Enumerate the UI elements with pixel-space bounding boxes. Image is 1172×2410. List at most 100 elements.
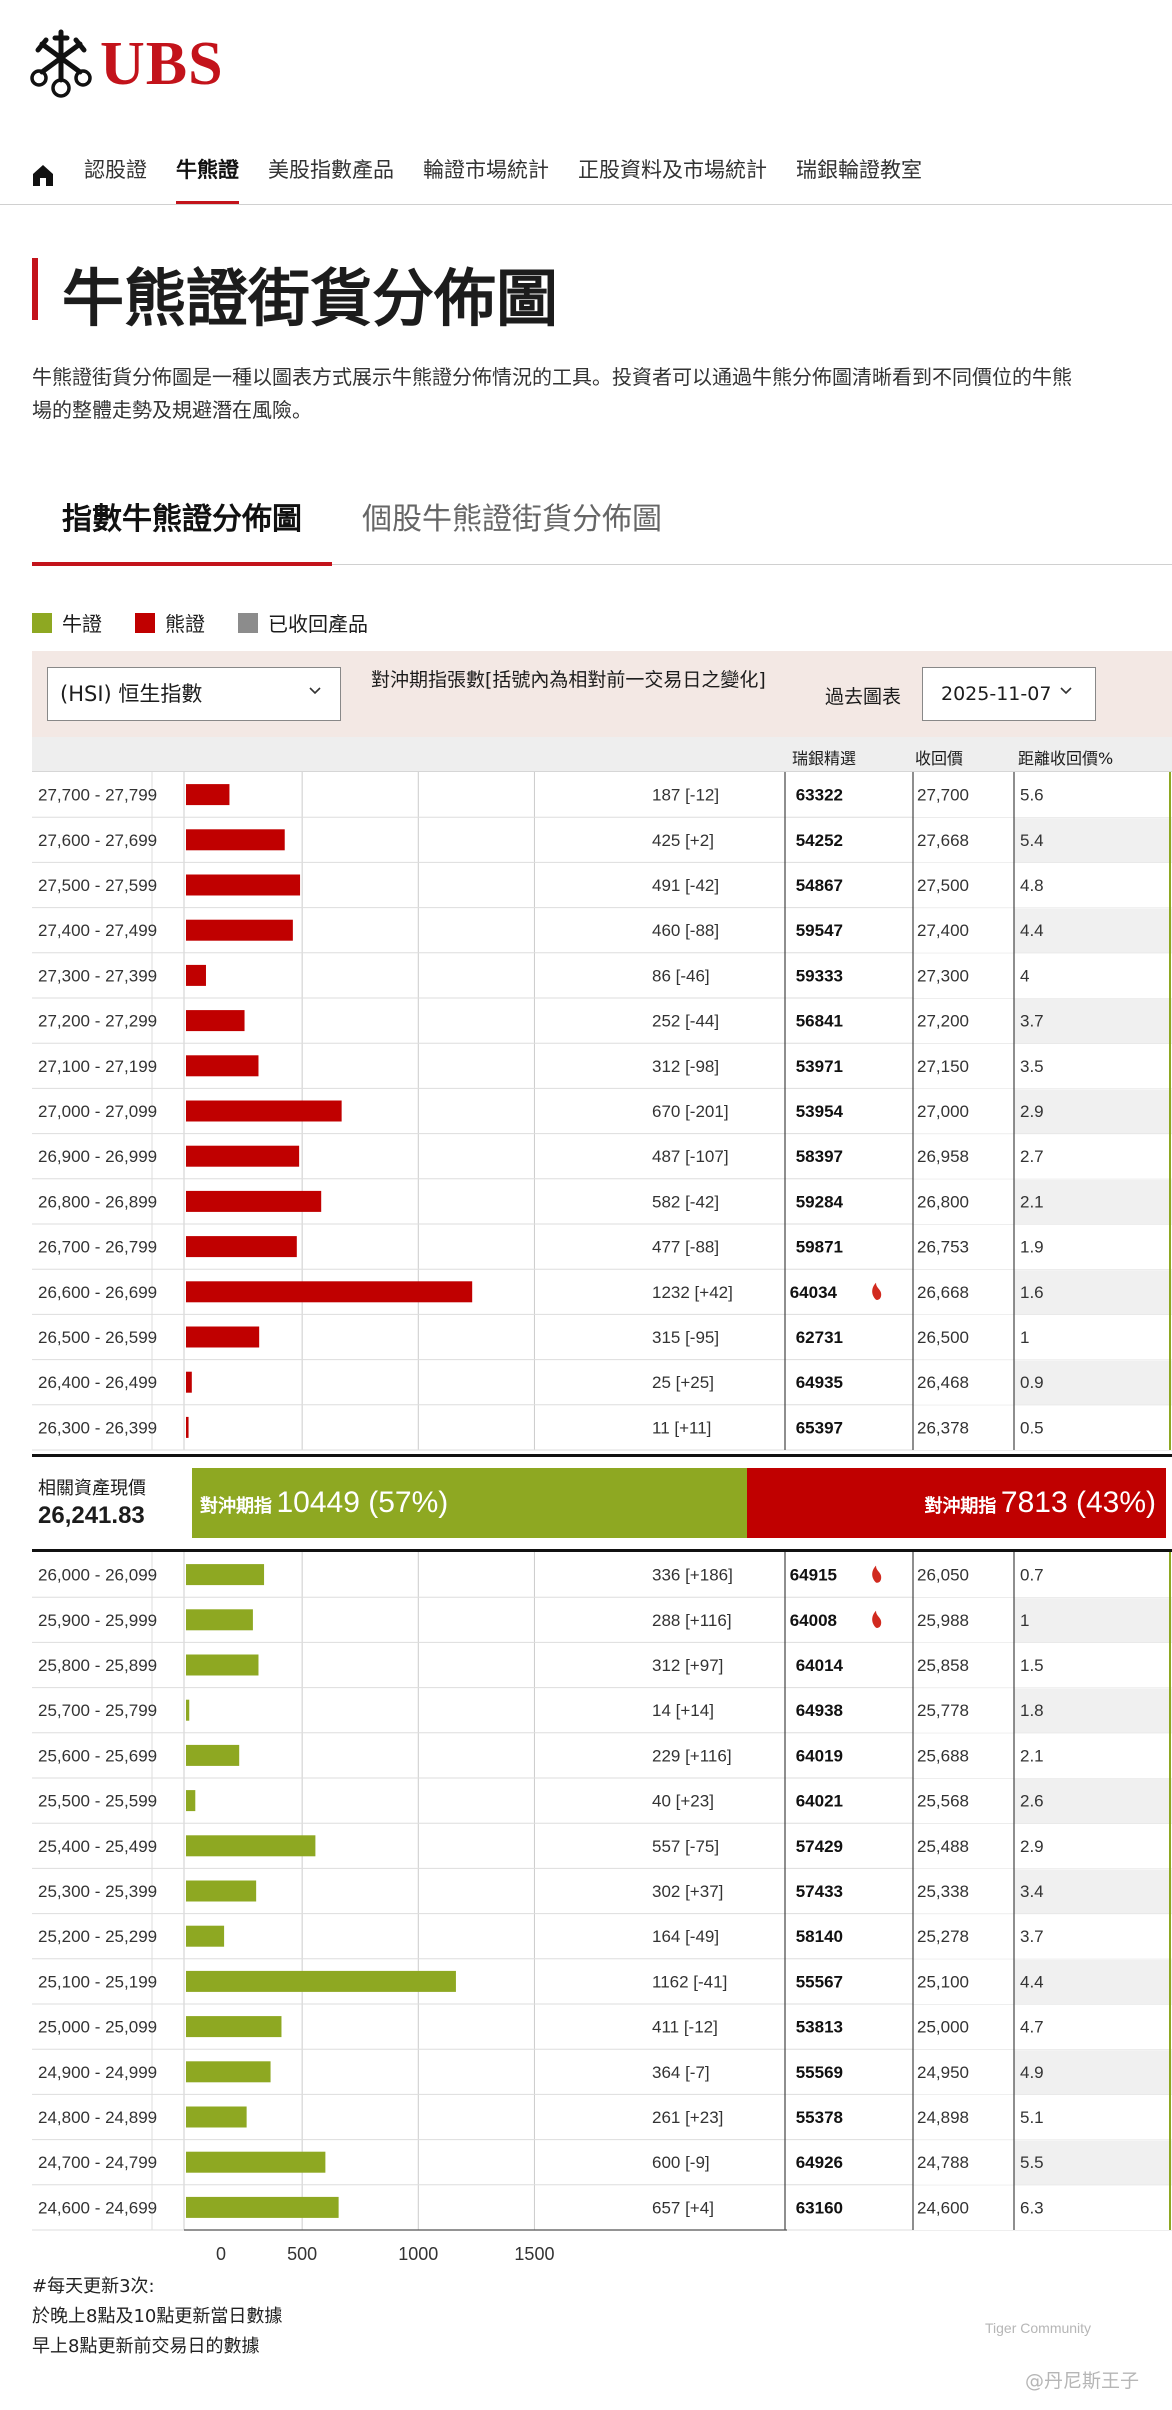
date-select[interactable]: 2025-11-07 bbox=[922, 667, 1096, 721]
bull-value-label: 261 [+23] bbox=[652, 2108, 723, 2127]
nav-item-warrants[interactable]: 認股證 bbox=[84, 158, 147, 182]
tab-index-cbbc[interactable]: 指數牛熊證分佈圖 bbox=[32, 490, 332, 566]
bear-call-price: 26,958 bbox=[917, 1147, 969, 1166]
bull-dist-cell bbox=[1014, 1914, 1172, 1959]
bull-swatch bbox=[32, 612, 52, 633]
bear-call-price: 26,468 bbox=[917, 1373, 969, 1392]
bear-distance: 3.7 bbox=[1020, 1012, 1044, 1031]
bear-bar bbox=[186, 919, 293, 941]
bull-code: 64926 bbox=[796, 2153, 843, 2172]
bull-hedge-value: 10449 (57%) bbox=[276, 1486, 449, 1519]
bull-call-cell bbox=[913, 1688, 1014, 1733]
bear-code: 59333 bbox=[796, 966, 843, 985]
bull-call-price: 24,600 bbox=[917, 2198, 969, 2217]
bull-call-price: 24,898 bbox=[917, 2108, 969, 2127]
bull-bar bbox=[186, 2196, 339, 2218]
bull-bar bbox=[186, 1880, 257, 1902]
bull-range-label: 24,700 - 24,799 bbox=[38, 2153, 157, 2172]
x-tick-label: 0 bbox=[216, 2244, 226, 2264]
legend-bear-label: 熊證 bbox=[165, 612, 205, 636]
bear-call-cell bbox=[913, 818, 1014, 863]
bull-call-cell bbox=[913, 2050, 1014, 2095]
bear-bar bbox=[186, 1010, 245, 1032]
col-call-header: 收回價 bbox=[915, 749, 964, 768]
bull-dist-cell bbox=[1014, 1733, 1172, 1778]
bull-value-label: 336 [+186] bbox=[652, 1566, 733, 1585]
bear-value-label: 187 [-12] bbox=[652, 786, 719, 805]
bear-call-cell bbox=[913, 999, 1014, 1044]
main-nav: 認股證 牛熊證 美股指數產品 輪證市場統計 正股資料及市場統計 瑞銀輪證教室 bbox=[30, 145, 951, 205]
bull-dist-cell bbox=[1014, 1824, 1172, 1869]
underlying-select[interactable]: (HSI) 恒生指數 bbox=[47, 667, 341, 721]
bear-bar bbox=[186, 1100, 342, 1122]
bull-code: 55378 bbox=[796, 2108, 843, 2127]
bull-bar bbox=[186, 1925, 225, 1947]
fire-icon bbox=[872, 1565, 882, 1583]
nav-item-us-index[interactable]: 美股指數產品 bbox=[268, 158, 394, 182]
hedge-label: 對沖期指張數[括號內為相對前一交易日之變化] bbox=[371, 669, 766, 691]
bull-code: 64014 bbox=[796, 1656, 844, 1675]
bear-bar bbox=[186, 1190, 322, 1212]
bear-call-cell bbox=[913, 1270, 1014, 1315]
past-chart-label: 過去圖表 bbox=[825, 686, 902, 708]
note-line: #每天更新3次: bbox=[32, 2276, 155, 2297]
bear-bar bbox=[186, 1416, 189, 1438]
bull-value-label: 411 [-12] bbox=[652, 2018, 718, 2037]
bull-code: 64915 bbox=[790, 1566, 837, 1585]
bear-call-price: 27,500 bbox=[917, 876, 969, 895]
nav-item-cbbc[interactable]: 牛熊證 bbox=[176, 145, 239, 205]
bull-code: 64019 bbox=[796, 1746, 843, 1765]
nav-item-market-stats[interactable]: 輪證市場統計 bbox=[423, 158, 549, 182]
bear-distance: 5.4 bbox=[1020, 831, 1044, 850]
nav-item-stock-data[interactable]: 正股資料及市場統計 bbox=[578, 158, 767, 182]
bear-dist-cell bbox=[1014, 863, 1172, 908]
bull-call-price: 25,688 bbox=[917, 1746, 969, 1765]
bull-range-label: 25,000 - 25,099 bbox=[38, 2018, 157, 2037]
bear-value-label: 582 [-42] bbox=[652, 1192, 719, 1211]
ubs-logo[interactable]: UBS bbox=[30, 28, 224, 100]
underlying-value: (HSI) 恒生指數 bbox=[60, 682, 203, 706]
bull-value-label: 164 [-49] bbox=[652, 1927, 719, 1946]
legend-bull-label: 牛證 bbox=[62, 612, 102, 636]
bear-range-label: 27,700 - 27,799 bbox=[38, 786, 157, 805]
bull-bar bbox=[186, 1744, 240, 1766]
bear-range-label: 27,500 - 27,599 bbox=[38, 876, 157, 895]
bear-bar bbox=[186, 1145, 300, 1167]
bear-value-label: 425 [+2] bbox=[652, 831, 714, 850]
bull-call-price: 25,488 bbox=[917, 1837, 969, 1856]
chevron-down-icon bbox=[309, 687, 321, 695]
bear-hedge-prefix: 對沖期指 bbox=[924, 1496, 997, 1517]
chart-tabs: 指數牛熊證分佈圖 個股牛熊證街貨分佈圖 bbox=[32, 490, 1172, 566]
bull-value-label: 229 [+116] bbox=[652, 1746, 732, 1765]
bull-bar bbox=[186, 1609, 253, 1631]
bear-call-price: 27,700 bbox=[917, 786, 969, 805]
bull-code: 64008 bbox=[790, 1611, 837, 1630]
bear-code: 63322 bbox=[796, 786, 843, 805]
bear-distance: 2.7 bbox=[1020, 1147, 1044, 1166]
bull-value-label: 364 [-7] bbox=[652, 2063, 710, 2082]
bull-dist-cell bbox=[1014, 1643, 1172, 1688]
bear-code: 58397 bbox=[796, 1147, 843, 1166]
bull-code: 63160 bbox=[796, 2198, 843, 2217]
bull-distance: 3.4 bbox=[1020, 1882, 1044, 1901]
bear-range-label: 26,500 - 26,599 bbox=[38, 1328, 157, 1347]
bull-call-cell bbox=[913, 1869, 1014, 1914]
tab-stock-cbbc[interactable]: 個股牛熊證街貨分佈圖 bbox=[362, 502, 662, 537]
date-value: 2025-11-07 bbox=[941, 683, 1052, 705]
bear-value-label: 25 [+25] bbox=[652, 1373, 714, 1392]
home-icon[interactable] bbox=[30, 162, 56, 188]
bear-bar bbox=[186, 1371, 192, 1393]
bear-code: 62731 bbox=[796, 1328, 843, 1347]
bull-range-label: 25,400 - 25,499 bbox=[38, 1837, 157, 1856]
bear-call-price: 26,668 bbox=[917, 1283, 969, 1302]
update-notes: #每天更新3次: 於晚上8點及10點更新當日數據 早上8點更新前交易日的數據 bbox=[32, 2272, 282, 2362]
bull-call-cell bbox=[913, 2140, 1014, 2185]
bull-code: 53813 bbox=[796, 2018, 843, 2037]
bear-dist-cell bbox=[1014, 908, 1172, 953]
bull-range-label: 25,700 - 25,799 bbox=[38, 1701, 157, 1720]
bear-dist-cell bbox=[1014, 1134, 1172, 1179]
bear-range-label: 27,400 - 27,499 bbox=[38, 921, 157, 940]
bear-call-cell bbox=[913, 1360, 1014, 1405]
bear-value-label: 670 [-201] bbox=[652, 1102, 729, 1121]
nav-item-education[interactable]: 瑞銀輪證教室 bbox=[796, 158, 922, 182]
